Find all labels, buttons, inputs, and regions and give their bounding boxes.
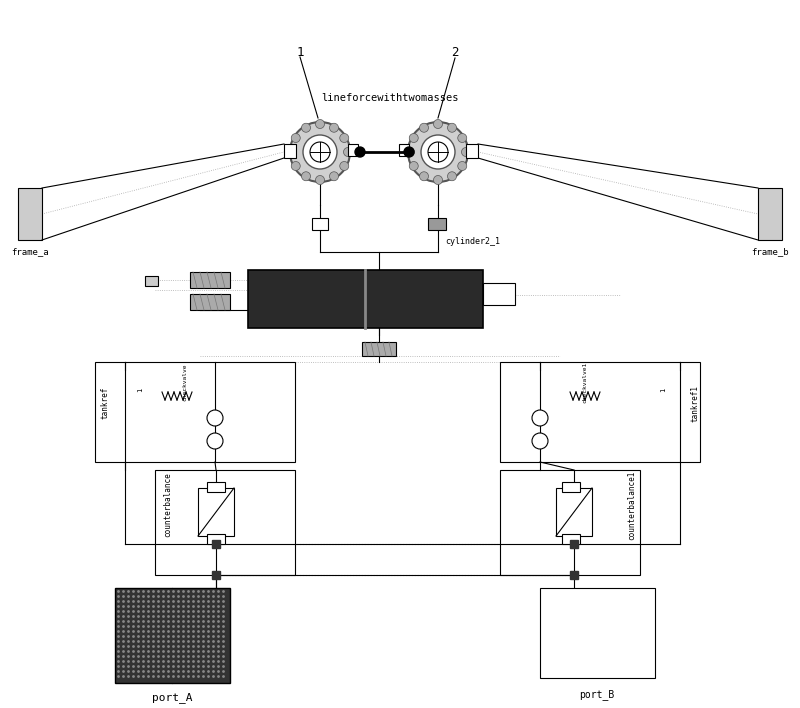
Circle shape xyxy=(355,147,365,157)
Bar xyxy=(348,144,358,156)
Circle shape xyxy=(315,120,325,128)
Circle shape xyxy=(462,147,470,156)
Text: port_A: port_A xyxy=(152,692,192,704)
Text: frame_a: frame_a xyxy=(11,248,49,256)
Bar xyxy=(190,294,230,310)
Bar xyxy=(212,571,220,579)
Text: port_B: port_B xyxy=(579,690,614,700)
Bar xyxy=(18,188,42,240)
Bar xyxy=(428,218,446,230)
Circle shape xyxy=(302,172,310,181)
Circle shape xyxy=(458,134,466,142)
Bar xyxy=(483,283,515,305)
Bar xyxy=(248,270,483,328)
Text: counterbalance: counterbalance xyxy=(163,473,173,537)
Circle shape xyxy=(410,134,418,142)
Circle shape xyxy=(419,123,429,132)
Bar xyxy=(466,144,478,158)
Bar xyxy=(207,534,225,544)
Circle shape xyxy=(302,123,310,132)
Circle shape xyxy=(532,410,548,426)
Text: tankref: tankref xyxy=(101,387,110,419)
Circle shape xyxy=(291,161,300,171)
Bar xyxy=(312,218,328,230)
Circle shape xyxy=(310,142,330,162)
Circle shape xyxy=(207,433,223,449)
Circle shape xyxy=(207,410,223,426)
Circle shape xyxy=(419,172,429,181)
Text: checkvalve: checkvalve xyxy=(182,363,187,401)
Bar xyxy=(145,276,158,286)
Circle shape xyxy=(410,161,418,171)
Bar xyxy=(95,362,295,462)
Circle shape xyxy=(532,433,548,449)
Text: counterbalance1: counterbalance1 xyxy=(627,470,637,539)
Circle shape xyxy=(447,123,457,132)
Bar xyxy=(115,588,230,683)
Bar xyxy=(207,482,225,492)
Circle shape xyxy=(434,120,442,128)
Text: cylinder2_1: cylinder2_1 xyxy=(445,237,500,246)
Bar xyxy=(190,272,230,288)
Circle shape xyxy=(287,147,297,156)
Circle shape xyxy=(343,147,353,156)
Bar xyxy=(500,362,700,462)
Circle shape xyxy=(428,142,448,162)
Bar xyxy=(556,488,592,536)
Bar xyxy=(284,144,296,158)
Text: 1: 1 xyxy=(660,388,666,392)
Text: 2: 2 xyxy=(451,47,458,59)
Circle shape xyxy=(340,161,349,171)
Text: 1: 1 xyxy=(137,388,143,392)
Bar xyxy=(155,470,295,575)
Bar xyxy=(198,488,234,536)
Circle shape xyxy=(303,135,337,169)
Bar xyxy=(562,534,580,544)
Circle shape xyxy=(290,122,350,182)
Bar xyxy=(758,188,782,240)
Circle shape xyxy=(330,123,338,132)
Bar xyxy=(570,540,578,548)
Circle shape xyxy=(315,176,325,185)
Circle shape xyxy=(447,172,457,181)
Bar xyxy=(570,571,578,579)
Circle shape xyxy=(291,134,300,142)
Circle shape xyxy=(458,161,466,171)
Bar xyxy=(500,470,640,575)
Text: tankref1: tankref1 xyxy=(690,384,699,421)
Text: frame_b: frame_b xyxy=(751,248,789,256)
Circle shape xyxy=(408,122,468,182)
Circle shape xyxy=(406,147,414,156)
Circle shape xyxy=(404,147,414,157)
Bar xyxy=(212,540,220,548)
Text: 1: 1 xyxy=(296,45,304,59)
Bar xyxy=(362,342,396,356)
Text: checkvalve1: checkvalve1 xyxy=(582,361,587,403)
Bar xyxy=(562,482,580,492)
Bar xyxy=(540,588,655,678)
Circle shape xyxy=(434,176,442,185)
Circle shape xyxy=(421,135,455,169)
Circle shape xyxy=(330,172,338,181)
Bar xyxy=(399,144,409,156)
Circle shape xyxy=(340,134,349,142)
Text: lineforcewithtwomasses: lineforcewithtwomasses xyxy=(322,93,458,103)
